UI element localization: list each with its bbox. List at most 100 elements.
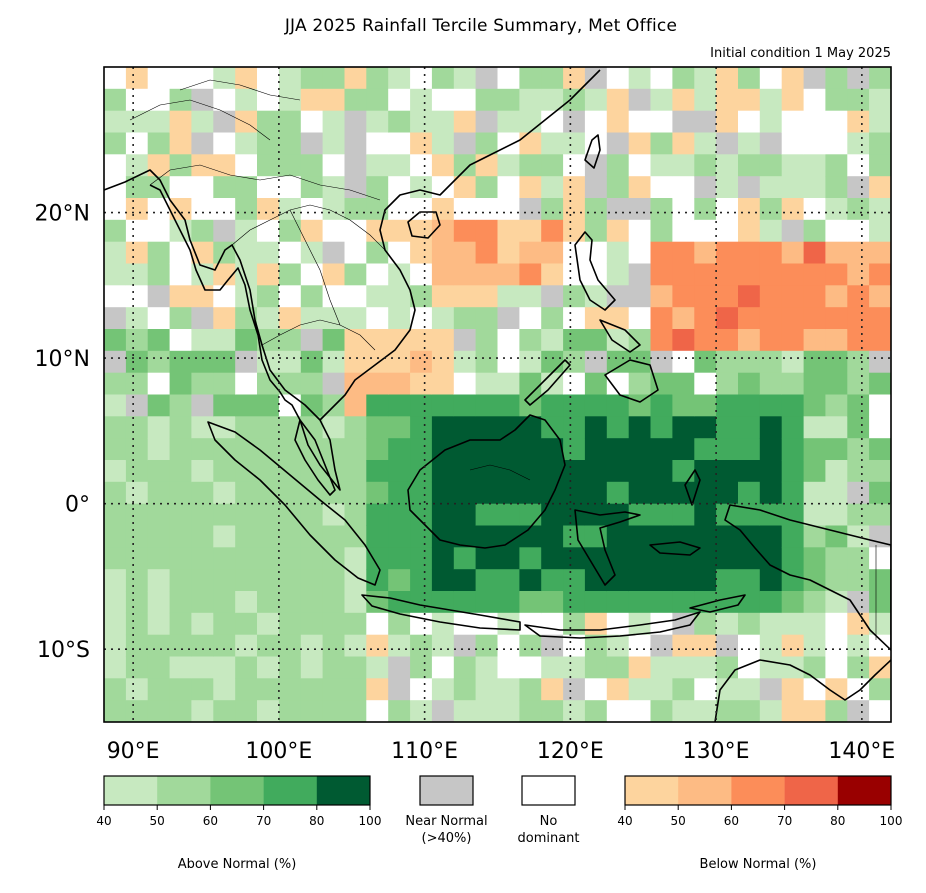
grid-cell <box>410 525 433 548</box>
grid-cell <box>759 438 783 461</box>
seram-island <box>649 541 701 556</box>
grid-cell <box>563 569 586 592</box>
grid-cell <box>300 219 324 243</box>
grid-cell <box>191 678 214 701</box>
grid-cell <box>300 176 324 199</box>
grid-cell <box>563 241 586 264</box>
grid-cell <box>191 394 214 417</box>
grid-cell <box>650 525 673 548</box>
grid-cell <box>278 329 302 352</box>
grid-cell <box>125 569 149 592</box>
grid-cell <box>584 656 608 679</box>
grid-cell <box>628 285 652 308</box>
grid-cell <box>125 88 149 112</box>
grid-cell <box>497 591 520 614</box>
grid-cell <box>672 591 695 614</box>
grid-cell <box>344 154 367 177</box>
grid-cell <box>278 176 302 199</box>
grid-cell <box>869 176 891 199</box>
grid-cell <box>628 219 652 243</box>
grid-cell <box>847 154 870 177</box>
colorbar-title: Above Normal (%) <box>178 857 297 872</box>
grid-cell <box>410 416 433 439</box>
lat-tick-label: 0° <box>65 493 90 518</box>
grid-cell <box>147 372 171 395</box>
grid-cell <box>803 678 826 701</box>
grid-cell <box>366 394 389 417</box>
grid-cell <box>431 110 455 133</box>
grid-cell <box>278 154 302 177</box>
grid-cell <box>628 263 652 286</box>
grid-cell <box>847 416 870 439</box>
grid-cell <box>453 198 477 221</box>
grid-cell <box>759 503 783 526</box>
grid-cell <box>191 154 214 177</box>
grid-cell <box>694 460 717 483</box>
grid-cell <box>497 350 520 374</box>
grid-cell <box>410 612 433 636</box>
grid-cell <box>257 241 280 264</box>
grid-cell <box>716 372 739 395</box>
grid-cell <box>869 612 891 636</box>
grid-cell <box>344 350 367 374</box>
grid-cell <box>453 656 477 679</box>
grid-cell <box>694 263 717 286</box>
grid-cell <box>738 132 761 155</box>
grid-cell <box>541 219 564 243</box>
grid-cell <box>300 438 324 461</box>
grid-cell <box>563 481 586 505</box>
grid-cell <box>672 634 695 657</box>
grid-cell <box>300 110 324 133</box>
grid-cell <box>104 198 127 221</box>
grid-cell <box>344 394 367 417</box>
grid-cell <box>628 241 652 264</box>
colorbar-swatch <box>157 776 211 805</box>
grid-cell <box>847 263 870 286</box>
grid-cell <box>563 132 586 155</box>
grid-cell <box>366 307 389 330</box>
grid-cell <box>497 481 520 505</box>
grid-cell <box>431 285 455 308</box>
grid-cell <box>716 67 739 90</box>
grid-cell <box>278 700 302 722</box>
grid-cell <box>497 154 520 177</box>
grid-cell <box>694 612 717 636</box>
grid-cell <box>650 241 673 264</box>
grid-cell <box>694 634 717 657</box>
grid-cell <box>169 176 192 199</box>
grid-cell <box>738 263 761 286</box>
grid-cell <box>213 525 236 548</box>
grid-cell <box>716 329 739 352</box>
grid-cell <box>541 612 564 636</box>
grid-cell <box>781 416 805 439</box>
grid-cell <box>716 307 739 330</box>
grid-cell <box>322 241 345 264</box>
grid-cell <box>475 110 498 133</box>
grid-cell <box>191 263 214 286</box>
grid-cell <box>584 329 608 352</box>
grid-cell <box>628 329 652 352</box>
grid-cell <box>694 569 717 592</box>
grid-cell <box>431 154 455 177</box>
grid-cell <box>104 132 127 155</box>
grid-cell <box>322 612 345 636</box>
grid-cell <box>650 394 673 417</box>
grid-cell <box>716 591 739 614</box>
grid-cell <box>803 88 826 112</box>
grid-cell <box>366 416 389 439</box>
grid-cell <box>541 285 564 308</box>
grid-cell <box>781 503 805 526</box>
grid-cell <box>694 438 717 461</box>
grid-cell <box>475 219 498 243</box>
grid-cell <box>628 132 652 155</box>
grid-cell <box>716 176 739 199</box>
grid-cell <box>847 612 870 636</box>
grid-cell <box>738 219 761 243</box>
grid-cell <box>257 591 280 614</box>
grid-cell <box>475 481 498 505</box>
grid-cell <box>104 416 127 439</box>
grid-cell <box>257 438 280 461</box>
grid-cell <box>278 394 302 417</box>
grid-cell <box>191 591 214 614</box>
grid-cell <box>322 591 345 614</box>
